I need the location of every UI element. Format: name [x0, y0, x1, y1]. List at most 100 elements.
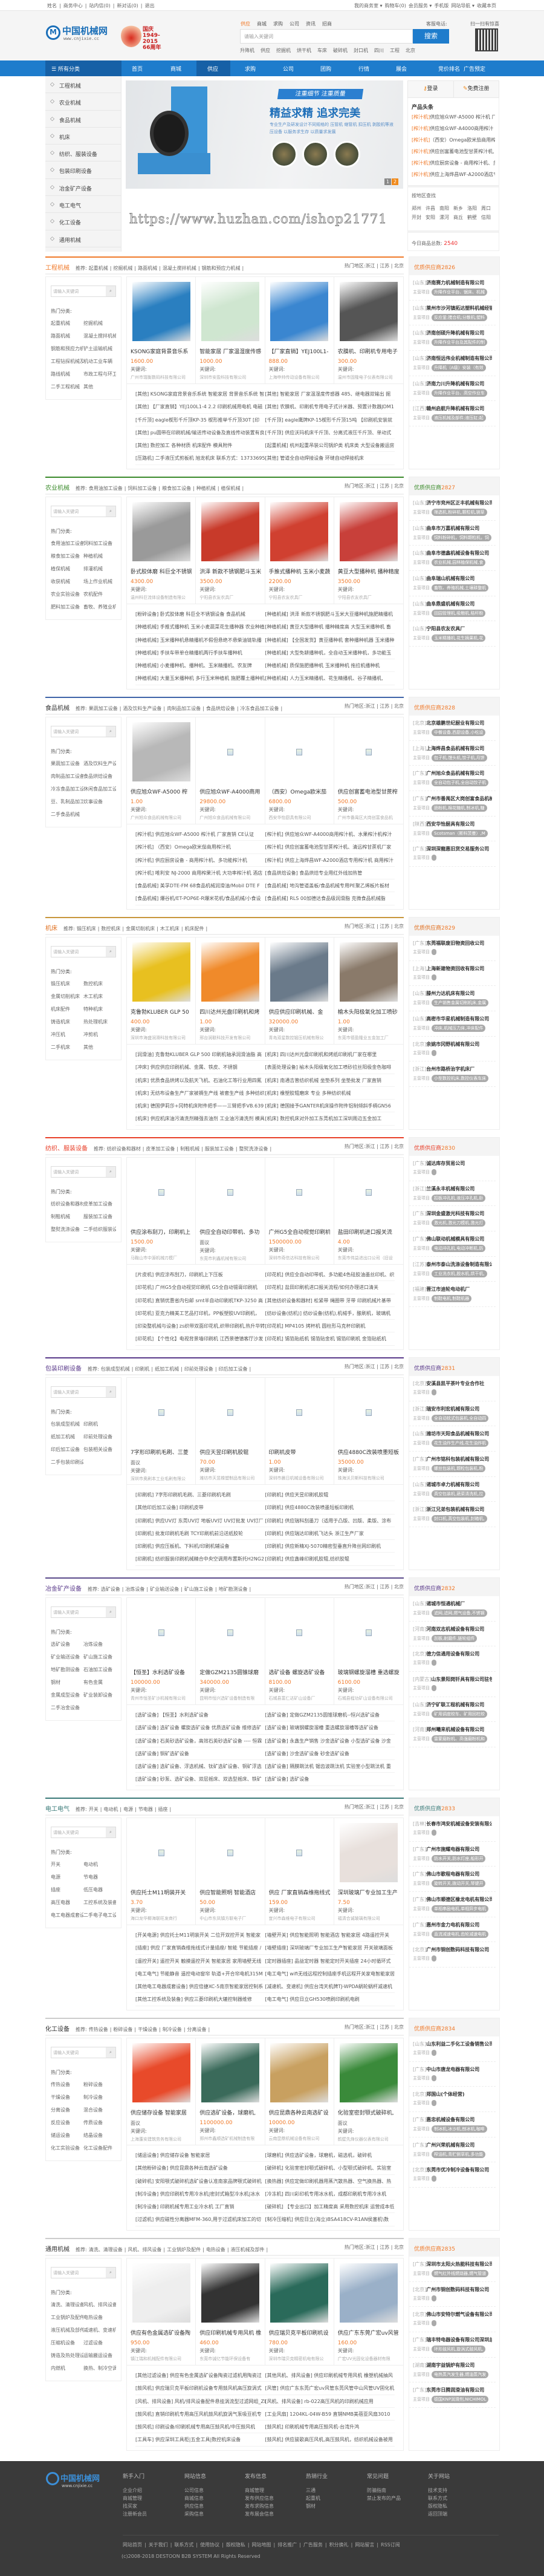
topbar-link[interactable]: 我的商务室 ▾: [354, 3, 383, 8]
hot-category-link[interactable]: 粉碎设备: [83, 2082, 103, 2087]
product-list-item[interactable]: [机床] 供应机床油污清洗剂精强去油剂 工业油污清洗剂 模具: [135, 1112, 265, 1126]
supplier-name[interactable]: 惠州市金力电机有限公司: [426, 1922, 480, 1928]
supplier-name[interactable]: 深圳金盛激光科技有限公司: [426, 1211, 485, 1217]
recommend-link[interactable]: 包装成型机械: [100, 1366, 130, 1372]
supplier-name-row[interactable]: [山东]济南创硕升降机械有限公司: [413, 325, 492, 336]
product-list-item[interactable]: [墙壁开关] 供应智能照明 智能酒店 智能家居 4路遥控开关: [265, 1929, 395, 1942]
supplier-name-row[interactable]: [广东]广州旭众食品机械有限公司: [413, 766, 492, 777]
search-tab[interactable]: 商城: [257, 21, 267, 27]
region-link[interactable]: 北京: [394, 1584, 404, 1590]
hot-category-link[interactable]: 制冷设备: [83, 2095, 103, 2100]
hot-category-link[interactable]: 饲料加工设备: [83, 541, 112, 546]
product-list-item[interactable]: [种植机械] 黄豆大型播种机 播种精度高 大型玉米播种机 畜: [265, 621, 395, 634]
product-list-item[interactable]: [破碎机] 【专业出口】加工精度高 采用数控机床 运营成本低: [265, 2200, 395, 2214]
section-title[interactable]: 冶金矿产设备: [45, 1586, 82, 1593]
hot-category-link[interactable]: 皮革加工设备: [83, 1201, 112, 1207]
product-card[interactable]: 供应印刷机械专用风机 橡 460.00 关键词: 东莞市诚亿节能环保设备有: [196, 2258, 265, 2365]
hot-category-link[interactable]: 储运设备: [51, 2133, 70, 2138]
product-list-item[interactable]: [印花机] MP4105 烤杯机 圆柱形马克杯印刷机: [265, 1320, 395, 1333]
supplier-name[interactable]: 上海烨昌食品机械有限公司: [426, 745, 485, 751]
footer-logo[interactable]: 中国机械网 www.cnjixie.cc: [46, 2472, 100, 2488]
product-title[interactable]: 供应供应印刷机械、金: [268, 1009, 323, 1016]
hot-category-link[interactable]: 食用油加工设备: [51, 541, 83, 546]
product-list-item[interactable]: [其他] 数控加工 各种材质 机床配件 模具附件: [135, 439, 265, 452]
product-list-item[interactable]: [鼓风机] 供应骏歌高压风机,高压鼓风机，纺织机械设备被用: [265, 2433, 395, 2447]
supplier-name[interactable]: 广州市铭科包装机械有限公司: [426, 1456, 490, 1462]
product-title[interactable]: 供应智能照明 智能酒店: [199, 1890, 256, 1896]
product-image[interactable]: [269, 941, 330, 1003]
company-link[interactable]: 深圳市海盛润滑科技有限公司: [131, 1035, 186, 1040]
section-search-input[interactable]: 请输入关键词 ⌕: [51, 2047, 116, 2058]
hot-category-link[interactable]: 印后加工设备: [51, 1447, 80, 1452]
supplier-name-row[interactable]: [广东]瑞丰特电器设备有限公司深圳总...: [413, 2332, 492, 2343]
product-list-item[interactable]: [榨汁机] 供应厨房设备 - 商用榨汁机、多功能榨汁机: [135, 854, 265, 867]
product-image[interactable]: [269, 2042, 330, 2104]
supplier-name-row[interactable]: [山东]济宁矿联工程机械有限公司: [413, 1697, 492, 1708]
product-list-item[interactable]: [墙壁插座] 深圳玻璃厂专业加工生产智能家居 开关玻璃面板: [265, 1942, 395, 1955]
supplier-name-row[interactable]: [北京]安溪县凯平茶叶专业合作社: [413, 1376, 492, 1387]
product-card[interactable]: 供应4880C改装喷墨短板 35000.00 关键词: 珠海沃贝斯科技有限公司: [334, 1378, 403, 1484]
product-image[interactable]: [199, 721, 261, 783]
product-image[interactable]: [131, 501, 192, 562]
product-list-item[interactable]: [印刷机] 供应瑞科刮墨刀（适用于凸版、凹版、柔版、涂布: [265, 1515, 395, 1527]
supplier-name-row[interactable]: [山东]曲阜市万嘉机械有限公司: [413, 521, 492, 532]
topbar-link[interactable]: 退出: [144, 3, 155, 8]
recommend-link[interactable]: 植保机械: [221, 486, 241, 491]
supplier-name[interactable]: 河南双志机械设备有限公司: [426, 1626, 485, 1632]
hot-word-link[interactable]: 工程: [390, 48, 400, 53]
product-card[interactable]: 供应创富蓄电池型甘蔗榨 500.00 关键词: 广州市番禺区大岗创富食品机: [334, 717, 403, 824]
footer-bottom-link[interactable]: 版权隐私: [225, 2542, 245, 2548]
hot-category-link[interactable]: 二手食品机械: [51, 812, 80, 817]
company-link[interactable]: 珠海沃贝斯科技有限公司: [337, 1476, 384, 1481]
hot-category-link[interactable]: 热处理机床: [83, 1019, 108, 1025]
company-link[interactable]: 郑州市鑫顺选矿机械制造有限: [199, 2136, 255, 2141]
hot-category-link[interactable]: 炊事设备: [83, 799, 103, 804]
supplier-name[interactable]: 广州市番禺区大岗创富食品机械厂: [426, 796, 492, 802]
search-input[interactable]: 请输入关键词: [240, 29, 413, 44]
hot-category-link[interactable]: 反应设备: [51, 2120, 70, 2125]
product-image[interactable]: [269, 1602, 330, 1663]
supplier-name[interactable]: 高密市华星机械制造有限公司: [426, 1016, 490, 1022]
region-link[interactable]: 浙江: [365, 1144, 375, 1149]
recommend-link[interactable]: 食品烘焙设备: [206, 706, 235, 711]
topbar-link[interactable]: 新对话(0): [117, 3, 138, 8]
product-list-item[interactable]: [球磨机] 供应选矿设备，球磨机，磁选机，破碎机: [265, 2149, 395, 2162]
hot-category-link[interactable]: 插座: [51, 1887, 60, 1893]
supplier-name-row[interactable]: [广东]深圳深龍惠旧货交易服务公司: [413, 841, 492, 852]
supplier-name-row[interactable]: [广东]深圳金盛激光科技有限公司: [413, 1206, 492, 1217]
product-image[interactable]: [131, 2262, 192, 2324]
section-title[interactable]: 农业机械: [45, 485, 70, 492]
hot-category-link[interactable]: 二手纺织服装设: [83, 1227, 116, 1232]
product-card[interactable]: 供应全自动印带机、多功 面议 关键词: 东莞市利鑫机械有限公司: [196, 1158, 265, 1264]
supplier-name[interactable]: 浙江兄弟包装机械有限公司: [426, 1507, 485, 1513]
section-title[interactable]: 工程机械: [45, 265, 70, 272]
product-card[interactable]: 供应旭众WF-A5000 榨 1.00 关键词: 广州旭众食品机械有限公司: [127, 717, 196, 824]
recommend-link[interactable]: 印刷机: [135, 1366, 150, 1372]
search-icon[interactable]: ⌕: [106, 1607, 115, 1617]
product-image[interactable]: [131, 1602, 192, 1663]
footer-link[interactable]: 发布求购信息: [245, 2503, 274, 2509]
recommend-link[interactable]: 数控机床: [101, 926, 121, 931]
supplier-name[interactable]: 佛山市顺德区橡龙电机有限公司: [426, 1897, 492, 1903]
product-list-item[interactable]: [其他] KSONG家庭背景音乐系统 智能家居 背景音乐系统 智: [135, 388, 265, 401]
product-list-item[interactable]: [印花机] 直销优惠省内包邮 smt半自动印刷机TKP-3250 高: [135, 1294, 265, 1307]
company-link[interactable]: 西安华怡厨具有限公司: [268, 815, 311, 820]
product-list-item[interactable]: [机床] 南通吉普纺织机械 坐垫系列 坐垫批发 厂家直销: [265, 1074, 395, 1087]
hot-category-link[interactable]: 整熨洗涤设备: [51, 1227, 80, 1232]
supplier-name[interactable]: 济宁市兖州区正丰机械有限公司: [426, 500, 492, 506]
recommend-link[interactable]: 电源: [123, 1807, 134, 1812]
recommend-link[interactable]: 分离设备: [187, 2027, 207, 2032]
topbar-link[interactable]: 站内信(0): [89, 3, 111, 8]
supplier-name[interactable]: 济南创硕升降机械有限公司: [426, 330, 485, 336]
supplier-name-row[interactable]: [北京]佛山市安特尔燃气设备有限公司: [413, 2307, 492, 2318]
hot-category-link[interactable]: 节电器: [83, 1874, 98, 1880]
recommend-link[interactable]: 冷冻食品加工设备: [240, 706, 279, 711]
topbar-link[interactable]: 会员服务 ▾: [408, 3, 432, 8]
nav-item[interactable]: 供应: [207, 67, 219, 73]
supplier-name[interactable]: 诸城市恒通机械厂: [426, 1601, 465, 1606]
product-list-item[interactable]: [其他] pu圆带在印刷机械/输送传动设备及直线传动装置有良: [135, 426, 265, 440]
footer-bottom-link[interactable]: 联系方式: [174, 2542, 194, 2548]
supplier-name[interactable]: 余姚市冈野机械有限公司: [426, 1041, 480, 1047]
category-item[interactable]: ◇ 包装印刷设备: [45, 161, 121, 179]
supplier-name-row[interactable]: [山东]诸城市恒通机械厂: [413, 1596, 492, 1607]
